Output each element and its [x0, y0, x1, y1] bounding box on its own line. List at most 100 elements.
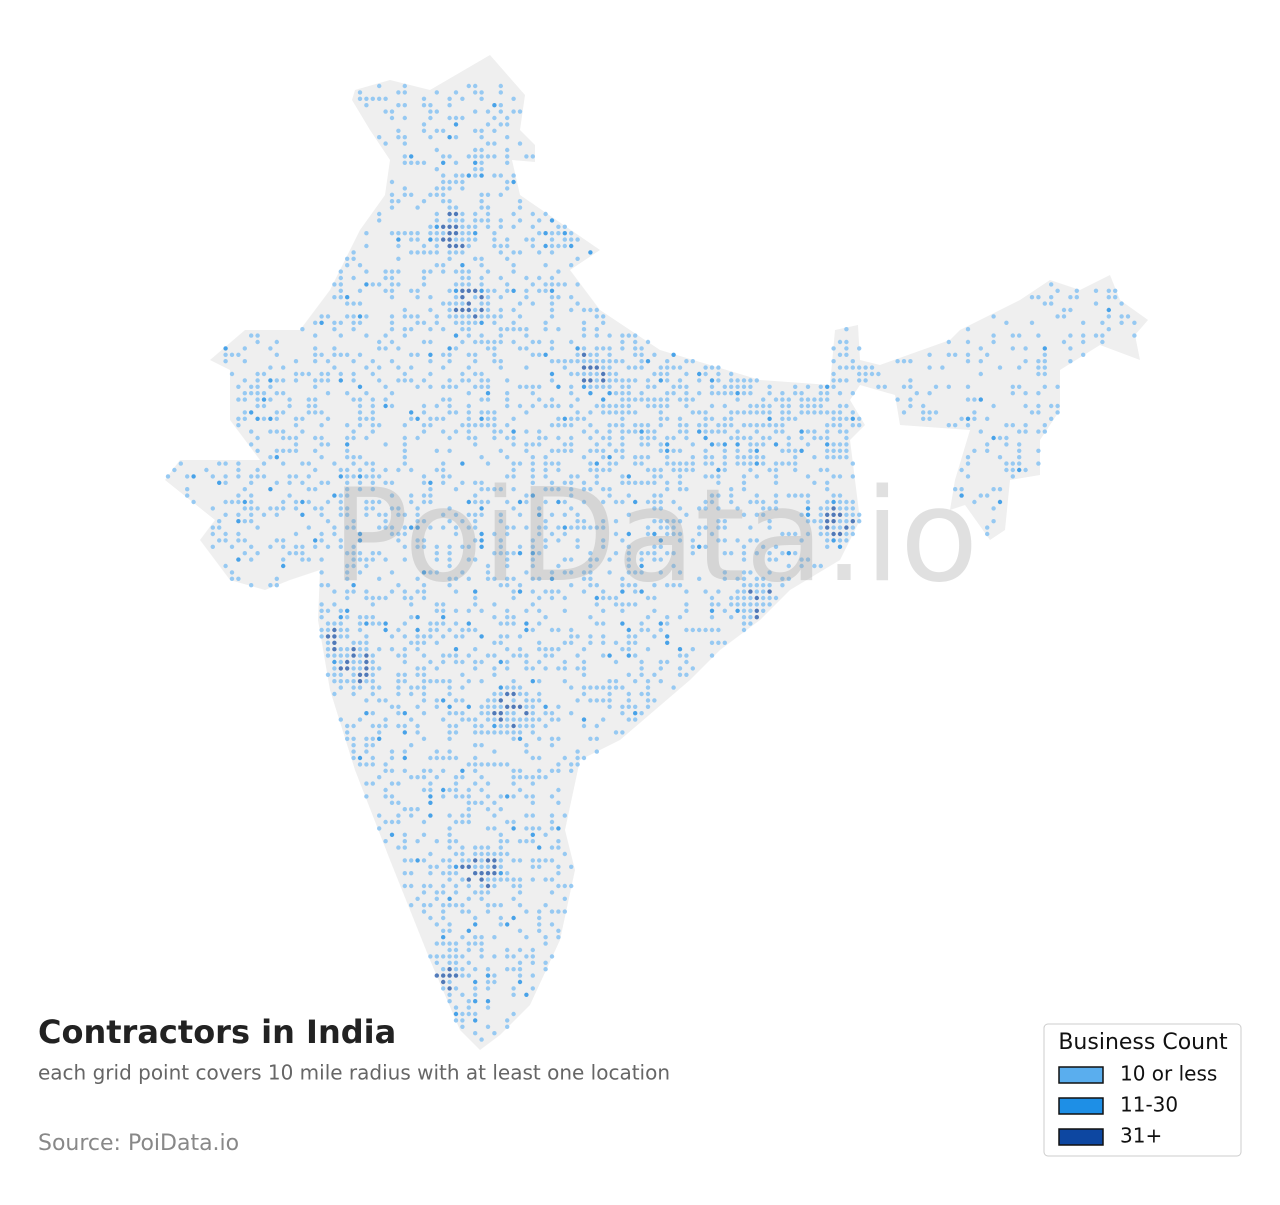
grid-point: [837, 339, 843, 345]
grid-point: [633, 704, 638, 709]
grid-point: [466, 301, 471, 306]
grid-point: [421, 570, 427, 575]
grid-point: [441, 653, 446, 658]
grid-point: [588, 570, 593, 575]
grid-point: [377, 512, 382, 517]
grid-point: [485, 890, 491, 895]
grid-point: [453, 1011, 459, 1017]
grid-point: [844, 352, 849, 357]
grid-point: [434, 128, 439, 133]
grid-point: [665, 615, 670, 620]
grid-point: [498, 327, 503, 332]
grid-point: [850, 423, 855, 428]
source: Source: PoiData.io: [38, 1131, 239, 1156]
grid-point: [383, 467, 388, 473]
grid-point: [761, 602, 766, 607]
grid-point: [357, 679, 363, 684]
grid-point: [498, 851, 503, 857]
grid-point: [396, 653, 401, 658]
grid-point: [511, 858, 516, 863]
grid-point: [351, 679, 356, 684]
grid-point: [466, 800, 471, 805]
grid-point: [409, 365, 414, 370]
grid-point: [428, 493, 433, 498]
grid-point: [357, 717, 363, 722]
grid-point: [844, 339, 849, 345]
grid-point: [389, 205, 395, 210]
grid-point: [229, 576, 235, 581]
grid-point: [543, 352, 548, 357]
grid-point: [620, 359, 625, 364]
grid-point: [370, 743, 375, 748]
grid-point: [665, 551, 670, 556]
grid-point: [460, 371, 465, 377]
grid-point: [492, 979, 497, 985]
grid-point: [370, 416, 375, 421]
grid-point: [1068, 346, 1073, 351]
grid-point: [652, 493, 657, 498]
grid-point: [601, 384, 606, 389]
grid-point: [639, 570, 644, 575]
grid-point: [818, 397, 823, 402]
grid-points: [165, 83, 1137, 1042]
grid-point: [556, 467, 561, 473]
grid-point: [594, 327, 599, 332]
grid-point: [741, 570, 747, 575]
grid-point: [1023, 429, 1028, 434]
grid-point: [396, 135, 401, 140]
grid-point: [402, 647, 407, 652]
grid-point: [633, 333, 638, 338]
grid-point: [357, 653, 363, 658]
grid-point: [332, 691, 337, 697]
grid-point: [562, 813, 567, 818]
grid-point: [594, 448, 599, 453]
grid-point: [364, 736, 369, 741]
grid-point: [351, 397, 356, 402]
grid-point: [249, 506, 254, 511]
grid-point: [498, 659, 503, 665]
grid-point: [498, 839, 503, 844]
grid-point: [383, 403, 388, 409]
grid-point: [473, 128, 478, 133]
grid-point: [498, 698, 503, 703]
grid-point: [556, 435, 561, 441]
grid-point: [325, 480, 331, 485]
grid-point: [453, 941, 459, 946]
grid-point: [985, 493, 990, 498]
grid-point: [293, 551, 299, 556]
grid-point: [537, 429, 542, 434]
grid-point: [377, 595, 382, 601]
grid-point: [485, 1024, 491, 1030]
grid-point: [761, 608, 766, 613]
grid-point: [453, 1018, 459, 1023]
grid-point: [517, 960, 523, 965]
grid-point: [677, 429, 683, 434]
grid-point: [447, 205, 452, 210]
grid-point: [658, 544, 663, 549]
grid-point: [505, 730, 510, 735]
grid-point: [473, 595, 478, 601]
grid-point: [549, 877, 555, 882]
grid-point: [549, 736, 555, 741]
grid-point: [479, 154, 484, 159]
grid-point: [997, 365, 1003, 370]
grid-point: [434, 147, 439, 153]
grid-point: [607, 333, 612, 338]
grid-point: [492, 749, 497, 754]
grid-point: [729, 487, 734, 492]
grid-point: [562, 531, 567, 537]
grid-point: [447, 346, 452, 351]
grid-point: [658, 371, 663, 377]
grid-point: [1055, 403, 1060, 409]
grid-point: [786, 416, 791, 421]
grid-point: [748, 608, 753, 613]
grid-point: [524, 288, 529, 293]
grid-point: [831, 506, 836, 511]
grid-point: [505, 576, 510, 581]
grid-point: [473, 314, 478, 319]
grid-point: [581, 346, 587, 351]
grid-point: [1113, 295, 1118, 300]
grid-point: [453, 775, 459, 780]
grid-point: [447, 685, 452, 690]
grid-point: [671, 467, 676, 473]
